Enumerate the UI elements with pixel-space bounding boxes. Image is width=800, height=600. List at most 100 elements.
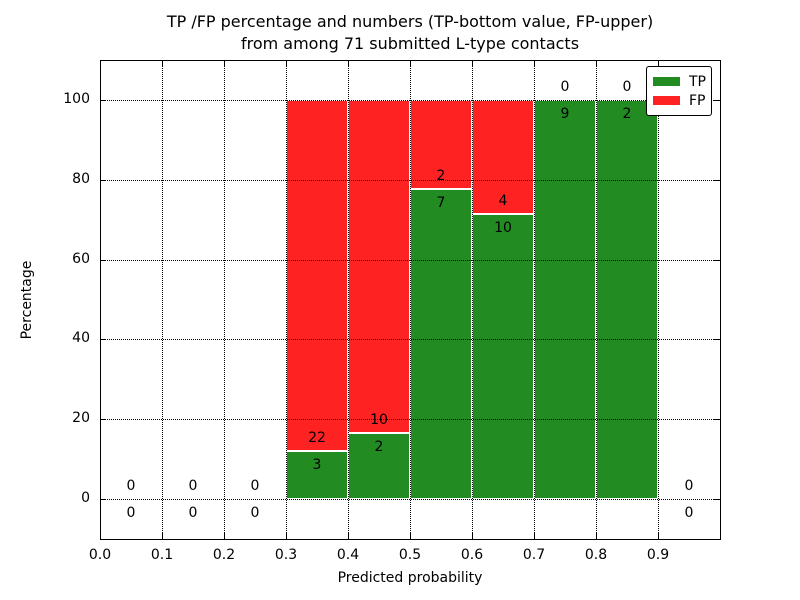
y-tick-mark [101,499,106,500]
x-tick-label: 0.8 [584,547,608,563]
gridline-vertical [534,60,535,539]
x-tick-label: 0.1 [150,547,174,563]
bar-segment-tp [534,99,596,500]
annotation-fp-count: 2 [436,167,446,184]
x-tick-label: 0.7 [522,547,546,563]
gridline-vertical [410,60,411,539]
annotation-fp-count: 0 [560,78,570,95]
x-tick-mark [348,533,349,538]
x-axis-label: Predicted probability [337,570,483,586]
x-tick-label: 0.6 [460,547,484,563]
x-tick-label: 0.3 [274,547,298,563]
title-line-2: from among 71 submitted L-type contacts [240,34,580,53]
x-tick-mark-top [410,61,411,66]
x-tick-mark [224,533,225,538]
legend-entry: TP [653,72,706,91]
annotation-fp-count: 0 [622,78,632,95]
x-tick-mark-top [596,61,597,66]
x-tick-mark-top [534,61,535,66]
gridline-vertical [224,60,225,539]
y-tick-label: 100 [63,90,90,107]
gridline-vertical [658,60,659,539]
y-tick-mark [101,339,106,340]
gridline-horizontal [100,100,720,101]
x-tick-mark [534,533,535,538]
x-tick-mark-top [286,61,287,66]
y-tick-mark [101,260,106,261]
gridline-horizontal [100,180,720,181]
bar-segment-tp [410,188,472,500]
annotation-fp-count: 0 [188,478,198,495]
y-tick-mark [101,180,106,181]
x-tick-label: 0.5 [398,547,422,563]
annotation-tp-count: 2 [374,438,384,455]
annotation-tp-count: 2 [622,105,632,122]
y-axis-label: Percentage [19,260,35,340]
y-tick-mark [101,100,106,101]
x-tick-mark-top [224,61,225,66]
annotation-fp-count: 0 [126,478,136,495]
y-tick-label: 20 [72,410,90,427]
y-tick-label: 40 [72,330,90,347]
gridline-vertical [472,60,473,539]
gridline-vertical [596,60,597,539]
annotation-tp-count: 0 [250,505,260,522]
bar-segment-fp [472,99,534,214]
annotation-fp-count: 22 [308,430,326,447]
y-tick-mark-right [714,180,719,181]
annotation-tp-count: 7 [436,194,446,211]
y-tick-mark-right [714,499,719,500]
annotation-fp-count: 4 [498,192,508,209]
bar-segment-fp [286,99,348,452]
x-tick-label: 0.9 [646,547,670,563]
legend-label-fp: FP [689,92,706,109]
x-tick-label: 0.4 [336,547,360,563]
y-tick-mark-right [714,419,719,420]
annotation-fp-count: 0 [684,478,694,495]
bar-segment-tp [596,99,658,500]
gridline-horizontal [100,339,720,340]
annotation-tp-count: 3 [312,457,322,474]
annotation-tp-count: 0 [126,505,136,522]
annotation-fp-count: 10 [370,411,388,428]
y-tick-mark-right [714,260,719,261]
bar-segment-tp [286,451,348,500]
x-tick-mark [286,533,287,538]
legend-swatch-tp [653,77,680,86]
annotation-tp-count: 0 [684,505,694,522]
gridline-vertical [162,60,163,539]
annotation-tp-count: 10 [494,219,512,236]
title-line-1: TP /FP percentage and numbers (TP-bottom… [166,12,654,31]
y-tick-mark-right [714,100,719,101]
chart-title: TP /FP percentage and numbers (TP-bottom… [100,11,720,55]
legend: TP FP [646,66,712,116]
x-tick-mark [472,533,473,538]
legend-entry: FP [653,91,706,110]
annotation-fp-count: 0 [250,478,260,495]
x-tick-mark-top [162,61,163,66]
x-tick-label: 0.0 [88,547,112,563]
gridline-horizontal [100,419,720,420]
x-tick-mark-top [658,61,659,66]
y-tick-mark-right [714,339,719,340]
x-tick-mark-top [348,61,349,66]
y-tick-label: 60 [72,250,90,267]
gridline-horizontal [100,499,720,500]
x-tick-mark-top [472,61,473,66]
annotation-tp-count: 0 [188,505,198,522]
x-tick-mark [162,533,163,538]
gridline-horizontal [100,260,720,261]
y-tick-label: 80 [72,170,90,187]
annotation-tp-count: 9 [560,105,570,122]
legend-swatch-fp [653,96,680,105]
x-tick-mark [410,533,411,538]
legend-label-tp: TP [689,73,706,90]
gridline-vertical [348,60,349,539]
x-tick-mark [596,533,597,538]
x-tick-label: 0.2 [212,547,236,563]
bar-segment-tp [472,213,534,500]
bar-segment-fp [348,99,410,433]
y-tick-label: 0 [81,490,90,507]
